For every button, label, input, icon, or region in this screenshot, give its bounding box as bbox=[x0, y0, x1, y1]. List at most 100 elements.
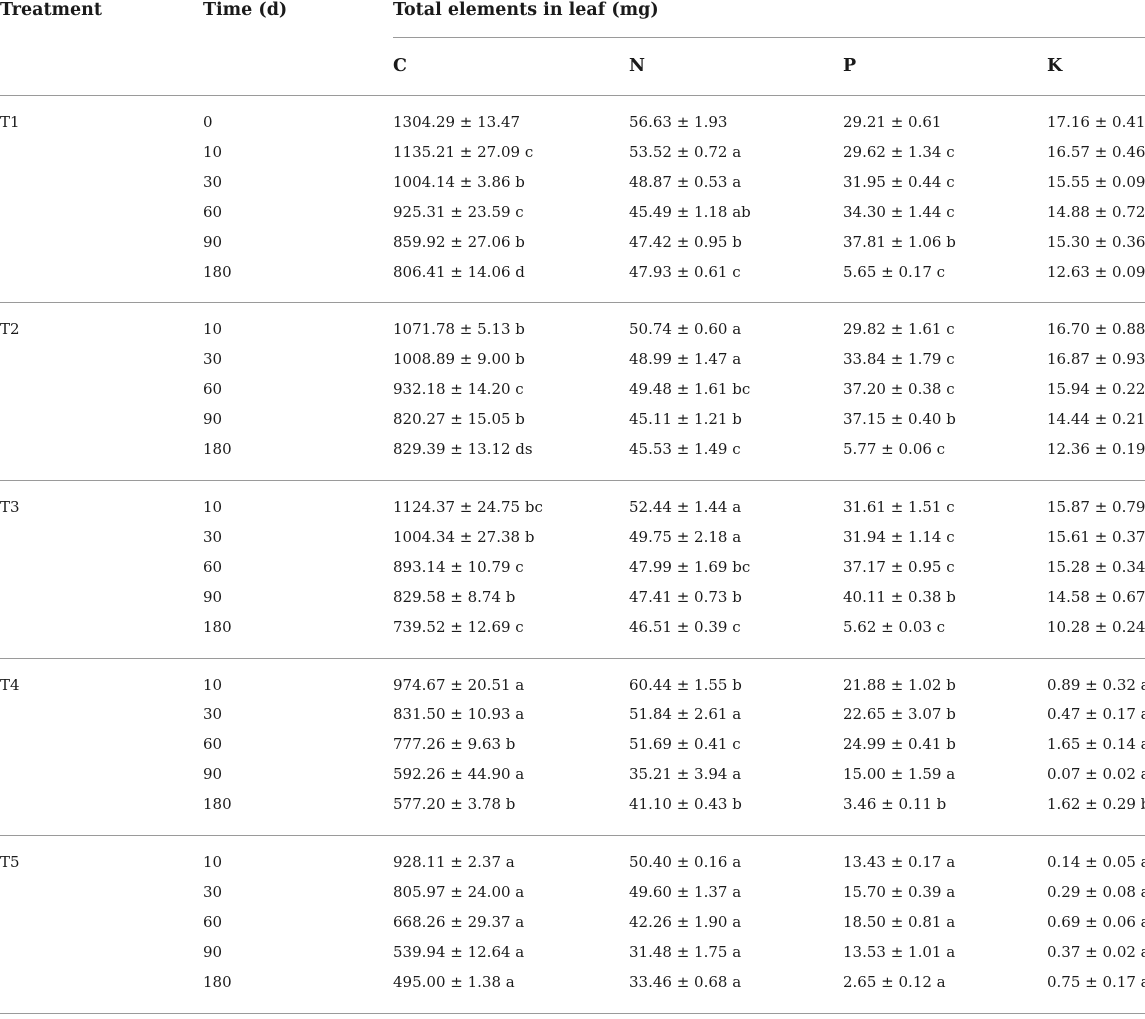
k-value-cell: 14.88 ± 0.72 b bbox=[1047, 202, 1145, 221]
p-value-cell: 5.62 ± 0.03 c bbox=[843, 612, 1047, 659]
table-header: Treatment Time (d) Total elements in lea… bbox=[0, 0, 1145, 96]
time-cell: 180 bbox=[203, 612, 393, 659]
p-value-cell: 29.62 ± 1.34 c bbox=[843, 142, 955, 161]
header-row-1: Treatment Time (d) Total elements in lea… bbox=[0, 0, 1145, 38]
time-cell: 30 bbox=[203, 705, 223, 724]
p-value-cell: 18.50 ± 0.81 a bbox=[843, 912, 956, 931]
p-value-cell: 5.77 ± 0.06 c bbox=[843, 435, 1047, 481]
k-value-cell: 15.30 ± 0.36 b bbox=[1047, 232, 1145, 251]
treatment-cell bbox=[0, 878, 203, 908]
p-value-cell: 37.20 ± 0.38 c bbox=[843, 380, 955, 399]
treatment-cell bbox=[0, 228, 203, 258]
p-value-cell: 5.65 ± 0.17 c bbox=[843, 257, 1047, 304]
c-value-cell: 668.26 ± 29.37 a bbox=[393, 912, 525, 931]
table-row: 90 539.94 ± 12.64 a 31.48 ± 1.75 a 13.53 ± … bbox=[0, 938, 1145, 968]
table-row: 30 1004.34 ± 27.38 b 49.75 ± 2.18 a 31.94 ±… bbox=[0, 523, 1145, 553]
n-value-cell: 49.75 ± 2.18 a bbox=[629, 527, 742, 546]
n-value-cell: 47.99 ± 1.69 bc bbox=[629, 557, 751, 576]
c-value-cell: 539.94 ± 12.64 a bbox=[393, 942, 525, 961]
treatment-cell bbox=[0, 257, 203, 304]
table-row: 60 668.26 ± 29.37 a 42.26 ± 1.90 a 18.50 ± … bbox=[0, 908, 1145, 938]
n-value-cell: 47.42 ± 0.95 b bbox=[629, 232, 742, 251]
k-value-cell: 0.47 ± 0.17 a bbox=[1047, 705, 1145, 724]
n-value-cell: 51.69 ± 0.41 c bbox=[629, 735, 741, 754]
n-value-cell: 45.11 ± 1.21 b bbox=[629, 410, 742, 429]
time-cell: 180 bbox=[203, 967, 393, 1014]
table-row: 180 806.41 ± 14.06 d 47.93 ± 0.61 c 5.65 ± … bbox=[0, 257, 1145, 304]
header-total-elements: Total elements in leaf (mg) bbox=[393, 0, 1145, 38]
treatment-cell: T1 bbox=[0, 113, 20, 131]
header-blank-treatment bbox=[0, 37, 203, 96]
treatment-cell: T4 bbox=[0, 675, 20, 694]
table-row: 60 932.18 ± 14.20 c 49.48 ± 1.61 bc 37.20 ±… bbox=[0, 375, 1145, 405]
c-value-cell: 925.31 ± 23.59 c bbox=[393, 202, 524, 221]
treatment-cell bbox=[0, 138, 203, 168]
treatment-cell: T2 bbox=[0, 320, 20, 339]
treatment-cell bbox=[0, 553, 203, 583]
n-value-cell: 53.52 ± 0.72 a bbox=[629, 142, 742, 161]
n-value-cell: 48.87 ± 0.53 a bbox=[629, 172, 742, 191]
time-cell: 60 bbox=[203, 202, 223, 221]
c-value-cell: 1124.37 ± 24.75 bc bbox=[393, 497, 543, 516]
table-row: 60 925.31 ± 23.59 c 45.49 ± 1.18 ab 34.30 ±… bbox=[0, 198, 1145, 228]
time-cell: 90 bbox=[203, 232, 223, 251]
k-value-cell: 15.28 ± 0.34 b bbox=[1047, 557, 1145, 576]
n-value-cell: 51.84 ± 2.61 a bbox=[629, 705, 742, 724]
k-value-cell: 17.16 ± 0.41 bbox=[1047, 113, 1145, 131]
k-value-cell: 15.94 ± 0.22 b bbox=[1047, 380, 1145, 399]
header-c: C bbox=[393, 37, 629, 96]
k-value-cell: 15.55 ± 0.09 b bbox=[1047, 172, 1145, 191]
header-blank-time bbox=[203, 37, 393, 96]
time-cell: 10 bbox=[203, 497, 223, 516]
table-body: T1 0 1304.29 ± 13.47 56.63 ± 1.93 29.21 ± 0.… bbox=[0, 96, 1145, 1014]
p-value-cell: 13.53 ± 1.01 a bbox=[843, 942, 956, 961]
c-value-cell: 1008.89 ± 9.00 b bbox=[393, 350, 525, 369]
n-value-cell: 47.41 ± 0.73 b bbox=[629, 587, 742, 606]
n-value-cell: 56.63 ± 1.93 bbox=[629, 113, 728, 131]
time-cell: 60 bbox=[203, 380, 223, 399]
table-row: 180 739.52 ± 12.69 c 46.51 ± 0.39 c 5.62 ± … bbox=[0, 612, 1145, 659]
k-value-cell: 14.58 ± 0.67 b bbox=[1047, 587, 1145, 606]
p-value-cell: 37.15 ± 0.40 b bbox=[843, 410, 956, 429]
header-p: P bbox=[843, 37, 1047, 96]
treatment-cell bbox=[0, 938, 203, 968]
treatment-cell bbox=[0, 405, 203, 435]
treatment-cell bbox=[0, 523, 203, 553]
header-k: K bbox=[1047, 37, 1145, 96]
c-value-cell: 829.58 ± 8.74 b bbox=[393, 587, 516, 606]
n-value-cell: 60.44 ± 1.55 b bbox=[629, 675, 742, 694]
p-value-cell: 37.81 ± 1.06 b bbox=[843, 232, 956, 251]
table-row: T4 10 974.67 ± 20.51 a 60.44 ± 1.55 b 21.88 … bbox=[0, 658, 1145, 700]
time-cell: 60 bbox=[203, 735, 223, 754]
c-value-cell: 893.14 ± 10.79 c bbox=[393, 557, 524, 576]
p-value-cell: 13.43 ± 0.17 a bbox=[843, 853, 956, 872]
time-cell: 180 bbox=[203, 435, 393, 481]
n-value-cell: 33.46 ± 0.68 a bbox=[629, 967, 843, 1014]
p-value-cell: 29.82 ± 1.61 c bbox=[843, 320, 955, 339]
n-value-cell: 49.48 ± 1.61 bc bbox=[629, 380, 751, 399]
k-value-cell: 1.65 ± 0.14 a bbox=[1047, 735, 1145, 754]
k-value-cell: 16.87 ± 0.93 b bbox=[1047, 350, 1145, 369]
c-value-cell: 820.27 ± 15.05 b bbox=[393, 410, 525, 429]
n-value-cell: 45.53 ± 1.49 c bbox=[629, 435, 843, 481]
header-row-2: C N P K bbox=[0, 37, 1145, 96]
time-cell: 10 bbox=[203, 853, 223, 872]
time-cell: 10 bbox=[203, 142, 223, 161]
time-cell: 90 bbox=[203, 942, 223, 961]
header-treatment: Treatment bbox=[0, 0, 102, 20]
table-row: 90 859.92 ± 27.06 b 47.42 ± 0.95 b 37.81 ± … bbox=[0, 228, 1145, 258]
c-value-cell: 831.50 ± 10.93 a bbox=[393, 705, 525, 724]
k-value-cell: 0.29 ± 0.08 a bbox=[1047, 882, 1145, 901]
table-row: 30 1004.14 ± 3.86 b 48.87 ± 0.53 a 31.95 ± … bbox=[0, 168, 1145, 198]
table-row: T1 0 1304.29 ± 13.47 56.63 ± 1.93 29.21 ± 0.… bbox=[0, 96, 1145, 138]
n-value-cell: 46.51 ± 0.39 c bbox=[629, 612, 843, 659]
header-n: N bbox=[629, 37, 843, 96]
table-row: 180 495.00 ± 1.38 a 33.46 ± 0.68 a 2.65 ± 0… bbox=[0, 967, 1145, 1014]
k-value-cell: 16.57 ± 0.46 b bbox=[1047, 142, 1145, 161]
p-value-cell: 3.46 ± 0.11 b bbox=[843, 790, 1047, 837]
p-value-cell: 22.65 ± 3.07 b bbox=[843, 705, 956, 724]
treatment-cell bbox=[0, 730, 203, 760]
n-value-cell: 49.60 ± 1.37 a bbox=[629, 882, 742, 901]
treatment-cell bbox=[0, 967, 203, 1014]
